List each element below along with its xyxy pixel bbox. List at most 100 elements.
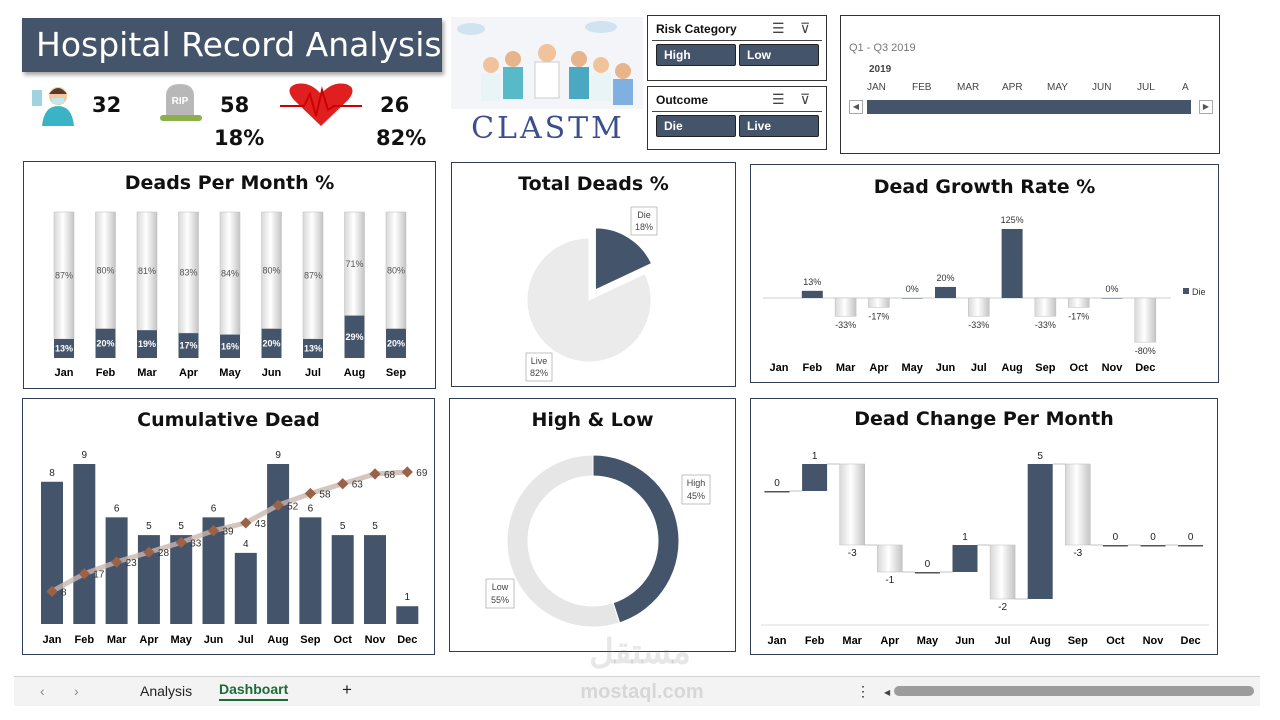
x-tick-label: Jul [971, 362, 987, 374]
bar-value-label: 5 [146, 521, 152, 532]
dead-change-chart: 0 Jan 1 Feb -3 Mar -1 Apr 0 May 1 Jun -2 Jul 5 Aug -3 Sep… [761, 451, 1209, 647]
slice-name-label: Die [637, 210, 651, 220]
prev-sheet-icon[interactable]: ‹ [40, 683, 45, 699]
x-tick-label: Jul [305, 367, 321, 379]
cumulative-label: 39 [223, 527, 235, 538]
cumulative-line [50, 469, 408, 594]
x-tick-label: May [917, 635, 939, 647]
legend-label: Die [1192, 287, 1206, 297]
data-label: -33% [1035, 320, 1056, 330]
slice-value-label: 55% [491, 595, 509, 605]
pie-slice-die [594, 227, 653, 291]
slicer-option-low[interactable]: Low [739, 44, 819, 66]
scroll-left-icon[interactable]: ◀ [884, 688, 891, 697]
monthly-dead-bar [267, 464, 290, 624]
multi-select-icon[interactable]: ☰ [772, 20, 785, 36]
monthly-dead-bar [396, 606, 419, 624]
change-bar [1140, 545, 1166, 547]
monthly-dead-bar [202, 517, 225, 624]
cumulative-point [337, 478, 349, 490]
slice-name-label: High [687, 478, 706, 488]
timeline-month-label[interactable]: JUN [1092, 82, 1112, 93]
slicer-option-live[interactable]: Live [739, 115, 819, 137]
live-share-bar [385, 211, 407, 330]
x-tick-label: Mar [107, 634, 127, 646]
data-label: 13% [803, 277, 821, 287]
chart-title: Dead Growth Rate % [873, 176, 1096, 198]
growth-bar [834, 297, 857, 317]
timeline-month-label[interactable]: JUL [1137, 82, 1155, 93]
slicer-option-die[interactable]: Die [656, 115, 736, 137]
dead-share-bar [344, 315, 365, 358]
doctor-icon [32, 87, 74, 126]
doctors-illustration-icon [451, 21, 643, 147]
timeline-month-label[interactable]: A [1182, 82, 1189, 93]
next-sheet-icon[interactable]: › [74, 683, 79, 699]
cumulative-label: 17 [93, 570, 105, 581]
x-tick-label: Dec [1135, 362, 1155, 374]
x-tick-label: May [219, 367, 241, 379]
data-label: -17% [1068, 311, 1089, 321]
change-value-label: 0 [925, 559, 931, 570]
cumulative-label: 43 [255, 519, 267, 530]
timeline-scroll-left[interactable]: ◀ [849, 100, 863, 114]
timeline-month-label[interactable]: FEB [912, 82, 932, 93]
clear-filter-icon[interactable]: ⊽ [800, 20, 811, 36]
x-tick-label: Nov [1143, 635, 1165, 647]
cumulative-point [175, 536, 187, 549]
change-value-label: -3 [848, 548, 857, 559]
change-bar [914, 572, 940, 574]
x-tick-label: Sep [1035, 362, 1055, 374]
live-share-bar [302, 211, 324, 340]
change-bar [1102, 545, 1128, 547]
cumulative-label: 33 [190, 538, 202, 549]
timeline-scroll-right[interactable]: ▶ [1199, 100, 1213, 114]
dead-share-bar [303, 339, 323, 358]
growth-bar [935, 286, 956, 298]
chart-title: Total Deads % [518, 173, 669, 195]
change-value-label: 0 [1113, 532, 1119, 543]
bar-value-label: 5 [340, 521, 346, 532]
horizontal-scrollbar[interactable] [894, 686, 1254, 696]
page-title: Hospital Record Analysis [22, 18, 442, 72]
growth-bar [1101, 298, 1123, 299]
timeline-month-label[interactable]: JAN [867, 82, 886, 93]
slicer-option-high[interactable]: High [656, 44, 736, 66]
change-value-label: -3 [1073, 548, 1082, 559]
deads-per-month-panel: Deads Per Month % 13% 87% Jan 20% 80% Feb 19% 8… [23, 161, 436, 389]
tab-dashboart[interactable]: Dashboart [219, 681, 289, 701]
x-tick-label: Apr [139, 634, 159, 646]
growth-bar [901, 298, 923, 299]
tab-analysis[interactable]: Analysis [140, 683, 193, 699]
bar-value-label: 6 [308, 503, 314, 514]
dead-share-bar [386, 328, 406, 358]
add-sheet-button[interactable]: + [342, 680, 352, 699]
x-tick-label: Feb [803, 362, 823, 374]
timeline-month-label[interactable]: APR [1002, 82, 1023, 93]
bar-value-label: 1 [405, 592, 411, 603]
timeline-month-label[interactable]: MAY [1047, 82, 1068, 93]
dead-share-label: 20% [262, 338, 280, 348]
dead-share-bar [220, 334, 240, 358]
monthly-dead-bar [105, 517, 128, 624]
change-bar [839, 463, 865, 546]
x-tick-label: Jan [770, 362, 789, 374]
clear-filter-icon[interactable]: ⊽ [800, 91, 811, 107]
change-bar [952, 545, 978, 572]
change-value-label: 0 [774, 478, 780, 489]
data-label: 20% [936, 273, 954, 283]
bar-value-label: 6 [114, 503, 120, 514]
cumulative-label: 23 [126, 558, 138, 569]
multi-select-icon[interactable]: ☰ [772, 91, 785, 107]
cumulative-label: 69 [416, 468, 428, 479]
svg-text:RIP: RIP [172, 96, 189, 107]
clastm-logo: CLASTM [451, 17, 643, 147]
more-options-icon[interactable]: ⋮ [856, 683, 870, 699]
monthly-dead-bar [137, 535, 160, 624]
data-callout-box [485, 578, 515, 609]
growth-bar [1134, 297, 1157, 343]
change-bar [764, 491, 790, 493]
timeline-month-label[interactable]: MAR [957, 82, 980, 93]
timeline-selection-bar[interactable] [867, 100, 1191, 114]
kpi-live-percent: 82% [376, 126, 427, 150]
